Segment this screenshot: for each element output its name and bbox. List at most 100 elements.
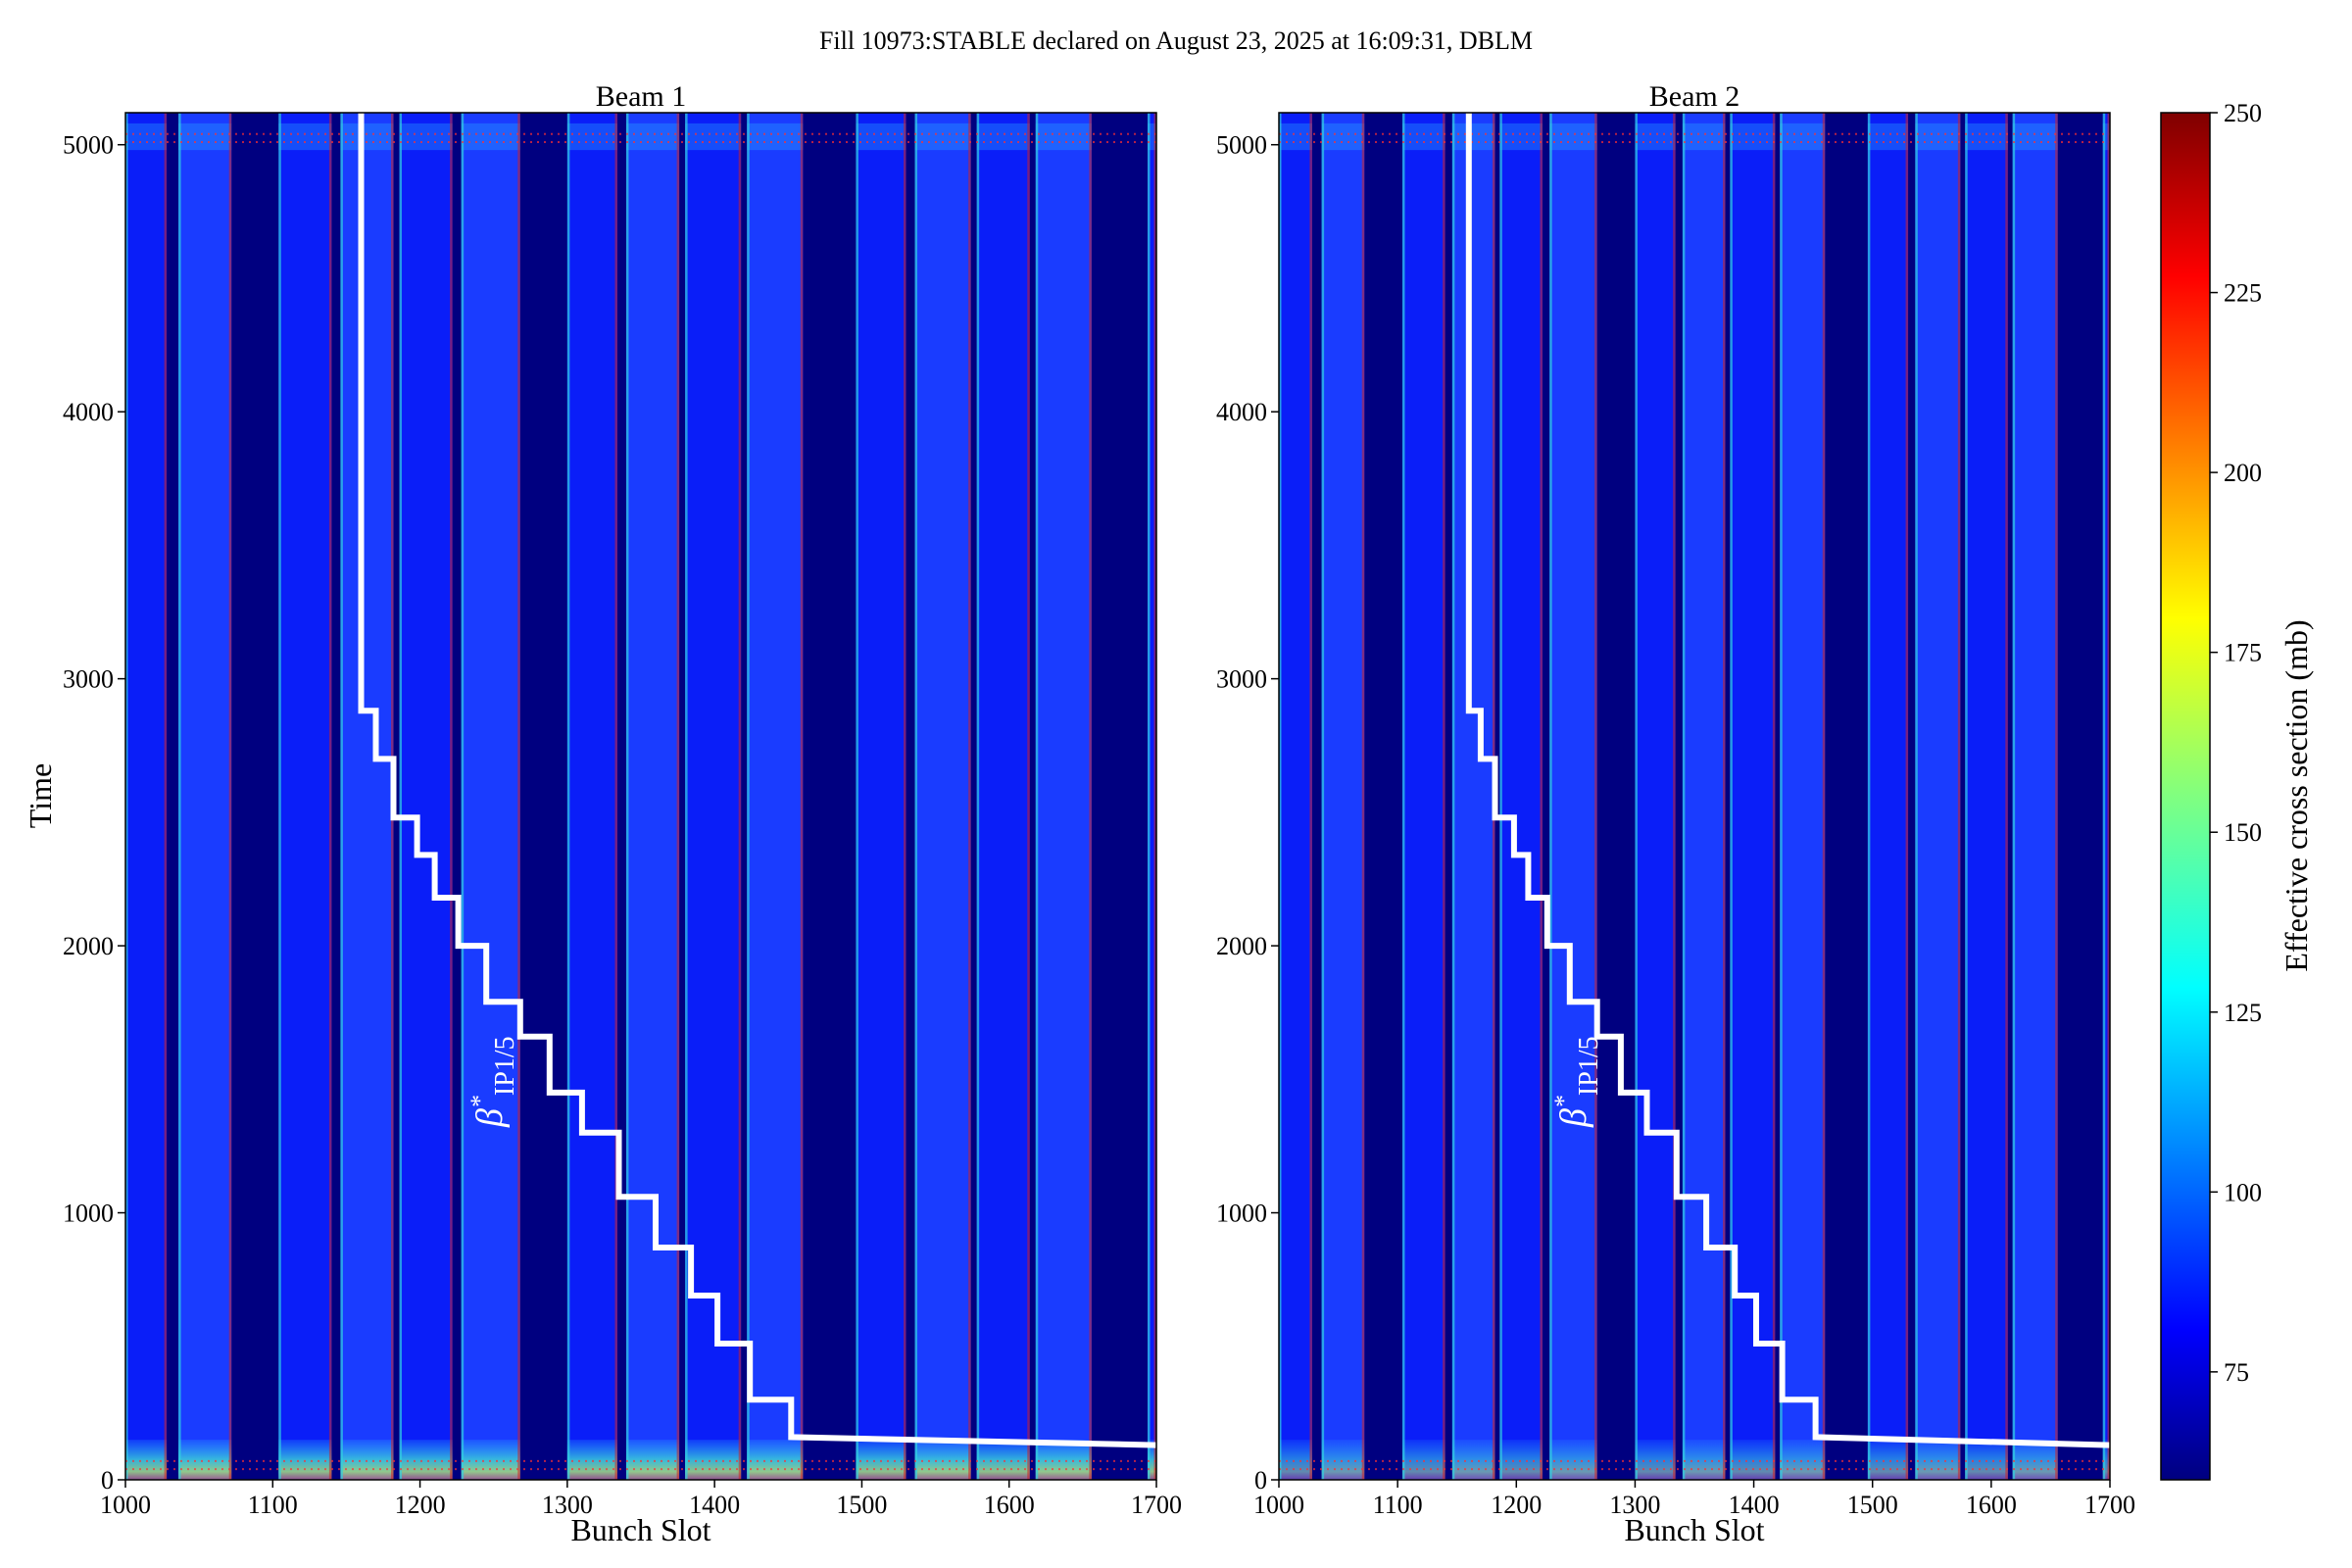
beam1-band-edge-right [450, 113, 453, 1480]
beam2-beta-star-steps [1465, 113, 2111, 1448]
beam1-band-top-strip [625, 122, 680, 151]
beam1-beta-star-steps [358, 113, 1157, 1448]
beam2-bunch-band [2102, 113, 2110, 1480]
beam2-band-edge-right [1822, 113, 1826, 1480]
beam1-band-top-strip [278, 122, 332, 151]
beam1-bunch-band [178, 113, 232, 1480]
beam1-band-early-glow [685, 1440, 742, 1480]
beam2-band-top-strip [2012, 122, 2058, 151]
beam2-band-edge-left [1635, 113, 1638, 1480]
beam1-band-top-strip [914, 122, 971, 151]
beam1-band-early-glow [340, 1440, 394, 1480]
beam1-xtick-label: 1200 [395, 1491, 446, 1519]
beam1-band-early-glow [625, 1440, 680, 1480]
beam1-bunch-band [1147, 113, 1156, 1480]
beam2-band-edge-left [2102, 113, 2106, 1480]
beam2-band-top-strip [1915, 122, 1961, 151]
beam1-band-edge-right [1153, 113, 1156, 1480]
beam2-band-top-strip [1401, 122, 1446, 151]
beam1-xtick-label: 1600 [984, 1491, 1035, 1519]
beam2-ytick-label: 2000 [1216, 932, 1267, 960]
beam2-ytick-label: 3000 [1216, 665, 1267, 694]
beam1-band-early-glow [461, 1440, 520, 1480]
beam2-band-edge-left [2012, 113, 2016, 1480]
beam1-title: Beam 1 [596, 80, 686, 113]
beam1-band-top-strip [976, 122, 1030, 151]
beam1-band-early-glow [178, 1440, 232, 1480]
beam1-bunch-band [685, 113, 742, 1480]
colorbar-tick-label: 225 [2224, 279, 2262, 308]
beam2-band-edge-left [1915, 113, 1918, 1480]
beam2-x-axis: 1000 1100 1200 1300 1400 1500 1600 1700 [1253, 1480, 2135, 1519]
beam1-ytick-label: 2000 [63, 932, 114, 960]
beam2-band-early-glow [1321, 1440, 1365, 1480]
beam2-panel: Beam 2 β*IP1/5 1000 1100 1200 1300 1400 1500 1… [1216, 80, 2135, 1547]
beam1-ytick-label: 4000 [63, 398, 114, 426]
beam2-band-edge-left [1682, 113, 1686, 1480]
beam2-bunch-band [1635, 113, 1676, 1480]
beam1-band-edge-left [340, 113, 343, 1480]
beam2-title: Beam 2 [1649, 80, 1740, 113]
beam1-band-early-glow [856, 1440, 906, 1480]
beam2-band-early-glow [1635, 1440, 1676, 1480]
beam1-x-axis: 1000 1100 1200 1300 1400 1500 1600 1700 [100, 1480, 1182, 1519]
beam1-band-edge-left [914, 113, 918, 1480]
beam2-band-edge-right [1540, 113, 1543, 1480]
beam2-bunch-band [1549, 113, 1597, 1480]
beam2-band-edge-right [1361, 113, 1365, 1480]
beam1-bunch-band [976, 113, 1030, 1480]
beam2-xtick-label: 1000 [1253, 1491, 1304, 1519]
beam2-band-edge-left [1499, 113, 1502, 1480]
beam1-xtick-label: 1500 [836, 1491, 887, 1519]
beam2-ytick-label: 0 [1254, 1466, 1267, 1494]
beam1-ytick-label: 1000 [63, 1200, 114, 1228]
beam1-band-edge-right [968, 113, 971, 1480]
beam1-bunch-band [278, 113, 332, 1480]
beam2-band-edge-right [1772, 113, 1776, 1480]
beam2-band-early-glow [1279, 1440, 1312, 1480]
beam2-band-early-glow [1451, 1440, 1495, 1480]
beam2-xtick-label: 1700 [2084, 1491, 2135, 1519]
beam2-band-edge-right [2055, 113, 2058, 1480]
beam2-band-early-glow [1401, 1440, 1446, 1480]
beam1-band-early-glow [976, 1440, 1030, 1480]
beam1-band-top-strip [566, 122, 617, 151]
beam2-band-top-strip [1780, 122, 1826, 151]
colorbar-tick-label: 100 [2224, 1178, 2262, 1206]
beam1-band-edge-left [1035, 113, 1039, 1480]
beam2-beta-star-line [1465, 113, 2111, 1448]
beam2-band-top-strip [1965, 122, 2008, 151]
beam1-band-edge-right [228, 113, 232, 1480]
beam2-xtick-label: 1500 [1847, 1491, 1898, 1519]
beam2-band-edge-left [1321, 113, 1325, 1480]
beam2-band-early-glow [1965, 1440, 2008, 1480]
beam1-band-edge-left [625, 113, 629, 1480]
beam1-bunch-band [747, 113, 804, 1480]
colorbar-tick-label: 200 [2224, 459, 2262, 487]
beam2-band-edge-left [1965, 113, 1968, 1480]
beam2-bunch-band [1451, 113, 1495, 1480]
beam1-bunch-band [340, 113, 394, 1480]
beam1-band-top-strip [399, 122, 453, 151]
beam1-band-early-glow [399, 1440, 453, 1480]
beam1-xtick-label: 1700 [1131, 1491, 1182, 1519]
beam1-band-early-glow [566, 1440, 617, 1480]
beam2-band-edge-right [1673, 113, 1676, 1480]
beam2-band-top-strip [1321, 122, 1365, 151]
beam2-band-early-glow [2102, 1440, 2110, 1480]
beam2-band-edge-left [1401, 113, 1405, 1480]
beam1-xtick-label: 1000 [100, 1491, 151, 1519]
beam1-heatmap [125, 113, 1156, 1480]
beam2-band-edge-left [1780, 113, 1783, 1480]
beam1-band-edge-right [517, 113, 520, 1480]
beam1-band-early-glow [914, 1440, 971, 1480]
beam1-bunch-band [461, 113, 520, 1480]
colorbar: 75 100 125 150 175 200 225 250 Effective cross … [2160, 99, 2314, 1481]
beam2-bunch-band [1401, 113, 1446, 1480]
beam2-xtick-label: 1600 [1966, 1491, 2017, 1519]
colorbar-tick-label: 175 [2224, 639, 2262, 667]
colorbar-ticks: 75 100 125 150 175 200 225 250 [2210, 99, 2262, 1387]
colorbar-gradient [2160, 112, 2211, 1481]
beam2-band-top-strip [2102, 122, 2110, 151]
beam2-band-early-glow [1915, 1440, 1961, 1480]
